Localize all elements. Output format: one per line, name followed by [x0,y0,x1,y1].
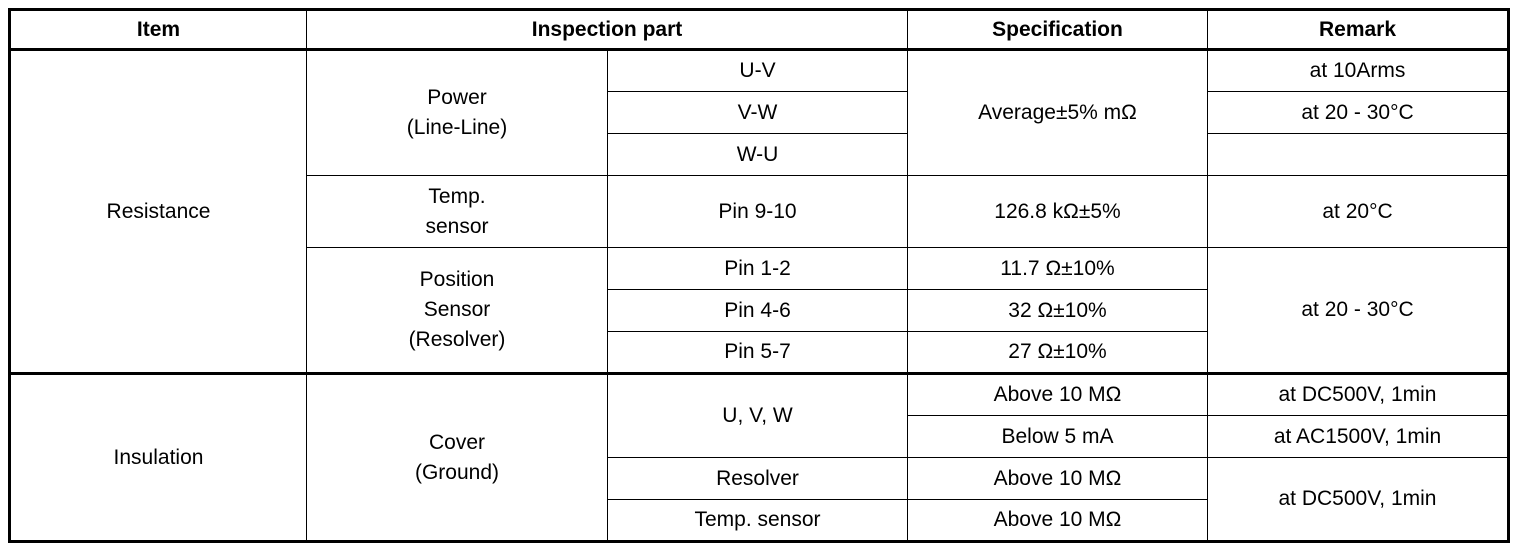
cell: U-V [607,49,908,92]
header-row: Item Inspection part Specification Remar… [9,9,1509,51]
cell: Insulation [9,372,307,542]
row: Below 5 mA at AC1500V, 1min [10,415,1509,458]
cell: Above 10 MΩ [907,499,1208,542]
cell: 11.7 Ω±10% [907,247,1208,290]
cell: at DC500V, 1min [1207,457,1509,542]
cell: V-W [607,91,908,134]
header-cell: Specification [907,9,1208,51]
row: V-W at 20 - 30°C [10,91,1509,134]
cell: Pin 5-7 [607,331,908,374]
cell: at DC500V, 1min [1207,372,1509,416]
cell: at AC1500V, 1min [1207,415,1509,458]
row: Pin 5-7 27 Ω±10% [10,331,1509,374]
cell: Temp. sensor [607,499,908,542]
row: Resolver Above 10 MΩ at DC500V, 1min [10,457,1509,542]
cell: Pin 1-2 [607,247,908,290]
cell: Above 10 MΩ [907,372,1208,416]
cell: at 20 - 30°C [1207,247,1509,374]
header-cell: Inspection part [306,9,908,51]
cell: 126.8 kΩ±5% [907,175,1208,248]
cell: Position Sensor (Resolver) [306,247,608,374]
cell: Pin 9-10 [607,175,908,248]
spec-table: Item Inspection part Specification Remar… [8,8,1510,543]
row: Resistance Power (Line-Line) U-V Average… [9,49,1509,374]
cell: Above 10 MΩ [907,457,1208,500]
empty-cell [1207,133,1509,176]
header-cell: Remark [1207,9,1509,51]
row: Temp. sensor Above 10 MΩ [10,499,1509,542]
cell: U, V, W [607,372,908,458]
cell: Cover (Ground) [306,372,608,542]
cell: Temp. sensor [306,175,608,248]
cell: Power (Line-Line) [306,49,608,176]
cell: Pin 4-6 [607,289,908,332]
cell: at 20 - 30°C [1207,91,1509,134]
cell: at 10Arms [1207,49,1509,92]
cell: Resolver [607,457,908,500]
cell: Resistance [9,49,307,374]
cell: Below 5 mA [907,415,1208,458]
cell: at 20°C [1207,175,1509,248]
cell: Average±5% mΩ [907,49,1208,176]
header-cell: Item [9,9,307,51]
cell: 32 Ω±10% [907,289,1208,332]
cell: 27 Ω±10% [907,331,1208,374]
row: Temp. sensor Pin 9-10 126.8 kΩ±5% at 20°… [10,175,1509,248]
row: Pin 4-6 32 Ω±10% [10,289,1509,332]
cell: W-U [607,133,908,176]
row: Insulation Cover (Ground) U, V, W Above … [9,372,1509,542]
